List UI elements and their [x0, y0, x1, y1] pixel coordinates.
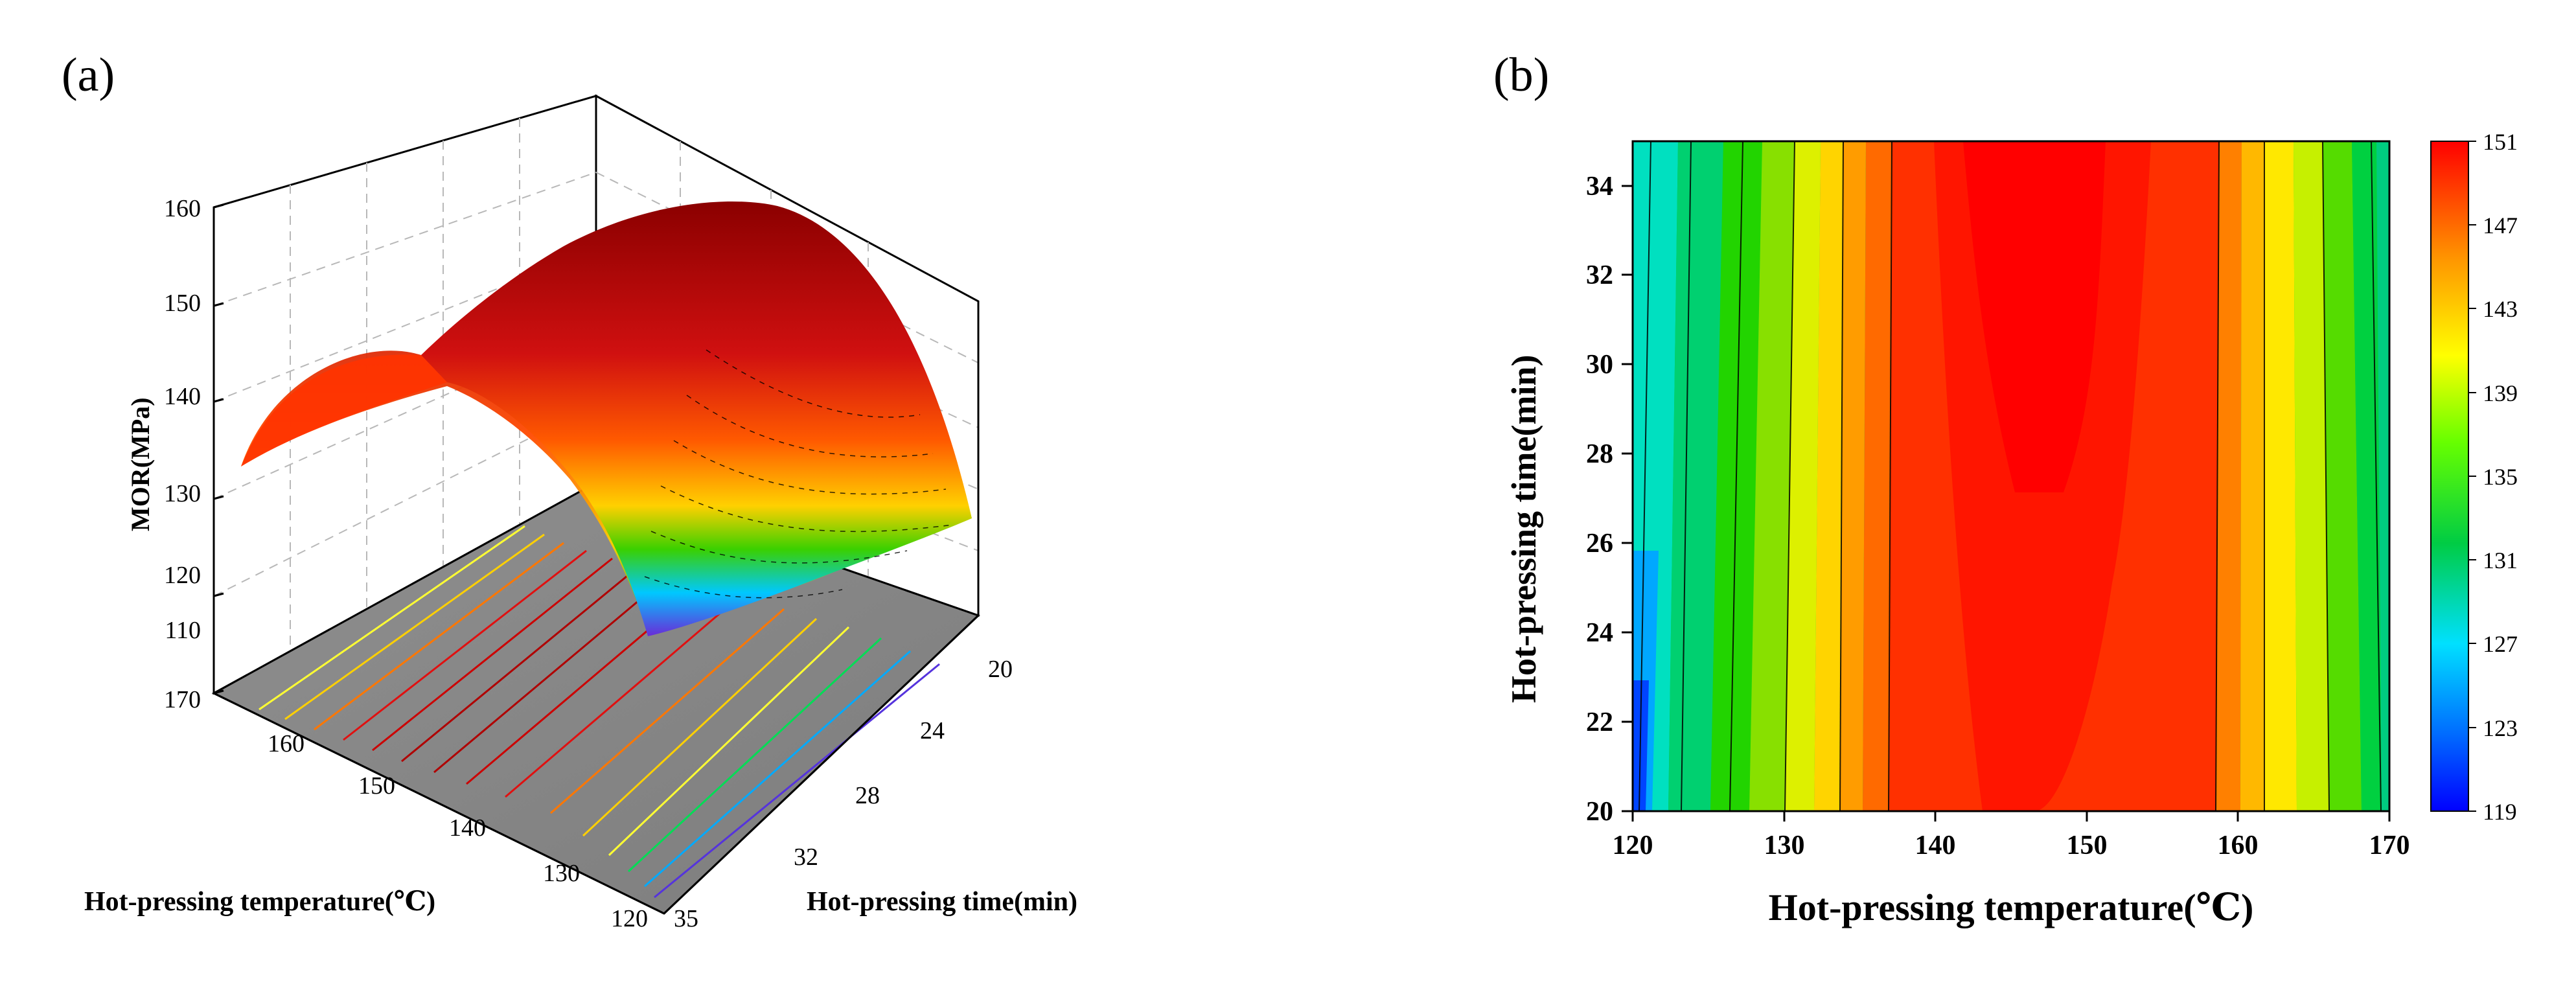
panel-b-label: (b)	[1493, 49, 1549, 102]
colorbar-tick-label: 131	[2483, 547, 2518, 573]
contour-x-ticks	[1631, 811, 2391, 822]
contour-x-tick-label: 150	[2067, 831, 2108, 860]
contour-y-tick-label: 22	[1586, 708, 1613, 737]
z-tick-label: 140	[164, 383, 201, 410]
panel-a: (a)	[62, 49, 1077, 932]
contour-y-tick-label: 28	[1586, 439, 1613, 469]
surface-3d-axes	[213, 207, 980, 915]
panel-a-label: (a)	[62, 49, 115, 102]
x-tick-label: 130	[543, 860, 580, 887]
x-tick-label: 140	[449, 814, 486, 842]
colorbar-tick-label: 119	[2483, 799, 2517, 825]
contour-x-tick-label: 170	[2369, 831, 2410, 860]
colorbar-tick-label: 123	[2483, 715, 2518, 741]
z-axis-ticks	[213, 203, 224, 695]
contour-x-tick-label: 120	[1613, 831, 1653, 860]
z-tick-label: 110	[165, 617, 201, 644]
colorbar-tick-label: 127	[2483, 631, 2518, 657]
colorbar-ticks	[2468, 141, 2476, 812]
contour-y-ticks	[1622, 185, 1633, 812]
y-tick-label: 28	[855, 782, 880, 809]
contour-y-tick-label: 26	[1586, 529, 1613, 558]
contour-plot-frame	[1631, 140, 2391, 812]
colorbar-tick-label: 139	[2483, 380, 2518, 406]
mor-response-surface	[241, 201, 972, 636]
contour-x-tick-label: 160	[2218, 831, 2259, 860]
contour-y-axis-title: Hot-pressing time(min)	[1504, 355, 1543, 703]
z-tick-label: 130	[164, 480, 201, 507]
colorbar-tick-label: 135	[2483, 464, 2518, 490]
contour-y-tick-label: 30	[1586, 350, 1613, 380]
colorbar-tick-label: 147	[2483, 213, 2518, 238]
x-axis-title: Hot-pressing temperature(℃)	[84, 887, 435, 917]
panel-b: (b)	[1493, 49, 2518, 928]
x-tick-label: 160	[268, 730, 305, 757]
colorbar-tick-label: 151	[2483, 129, 2518, 155]
x-tick-label: 150	[358, 772, 395, 800]
z-tick-label: 160	[164, 195, 201, 222]
contour-x-axis-title: Hot-pressing temperature(℃)	[1769, 886, 2254, 928]
contour-y-tick-label: 24	[1586, 618, 1613, 648]
contour-y-tick-label: 32	[1586, 260, 1613, 290]
colorbar-tick-label: 143	[2483, 296, 2518, 322]
colorbar	[2430, 141, 2469, 812]
x-tick-label: 170	[164, 686, 201, 713]
y-tick-label: 24	[920, 717, 945, 744]
z-axis-title: MOR(MPa)	[126, 397, 155, 531]
z-tick-label: 150	[164, 290, 201, 317]
contour-x-tick-label: 140	[1915, 831, 1956, 860]
contour-y-tick-label: 20	[1586, 797, 1613, 827]
y-tick-label: 32	[794, 844, 818, 871]
y-tick-label: 20	[988, 656, 1013, 683]
y-tick-label: 35	[674, 905, 698, 932]
floor-contour-lines	[259, 525, 940, 899]
contour-y-tick-label: 34	[1586, 172, 1613, 201]
contour-map	[1633, 141, 2389, 811]
x-tick-label: 120	[611, 905, 648, 932]
y-axis-title: Hot-pressing time(min)	[807, 887, 1077, 917]
contour-x-tick-label: 130	[1764, 831, 1805, 860]
z-tick-label: 120	[164, 562, 201, 589]
